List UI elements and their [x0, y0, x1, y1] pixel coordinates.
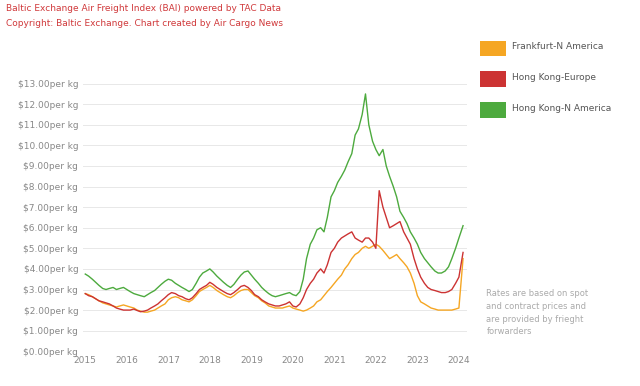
- Text: Hong Kong-Europe: Hong Kong-Europe: [512, 73, 596, 82]
- Text: Hong Kong-N America: Hong Kong-N America: [512, 103, 611, 113]
- Text: Copyright: Baltic Exchange. Chart created by Air Cargo News: Copyright: Baltic Exchange. Chart create…: [6, 19, 284, 28]
- Text: Rates are based on spot
and contract prices and
are provided by frieght
forwarde: Rates are based on spot and contract pri…: [486, 290, 589, 336]
- Text: Baltic Exchange Air Freight Index (BAI) powered by TAC Data: Baltic Exchange Air Freight Index (BAI) …: [6, 4, 282, 13]
- Text: Frankfurt-N America: Frankfurt-N America: [512, 42, 604, 51]
